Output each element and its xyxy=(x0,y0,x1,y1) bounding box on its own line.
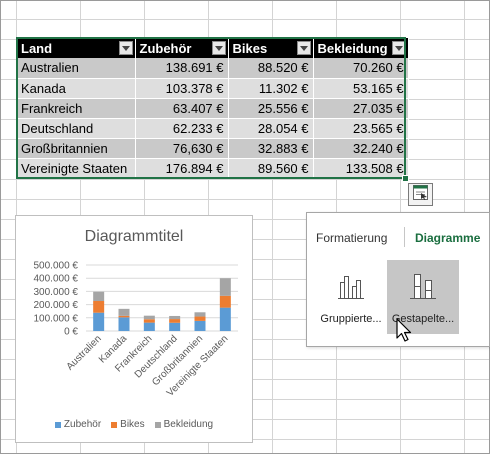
bar-segment xyxy=(93,312,105,331)
table-row: Großbritannien 76,630 € 32.883 € 32.240 … xyxy=(17,138,409,159)
legend-item: Bekleidung xyxy=(154,419,214,430)
chart-legend[interactable]: Zubehör Bikes Bekleidung xyxy=(16,419,252,430)
bar-segment xyxy=(118,315,130,318)
filter-dropdown-icon[interactable] xyxy=(211,41,226,55)
table-cell[interactable]: Vereinigte Staaten xyxy=(17,158,136,179)
option-label: Gestapelte... xyxy=(391,313,455,325)
clustered-column-option[interactable]: Gruppierte... xyxy=(315,260,387,334)
bar-segment xyxy=(194,320,206,331)
bar-segment xyxy=(169,322,181,331)
table-cell[interactable]: 11.302 € xyxy=(228,78,314,99)
table-cell[interactable]: Australien xyxy=(17,58,136,79)
table-row: Frankreich 63.407 € 25.556 € 27.035 € xyxy=(17,98,409,119)
table-cell[interactable]: Kanada xyxy=(17,78,136,99)
bar-segment xyxy=(93,291,105,302)
legend-item: Zubehör xyxy=(54,419,102,430)
y-tick-label: 400.000 € xyxy=(34,274,79,285)
table-cell[interactable]: Deutschland xyxy=(17,118,136,139)
stacked-column-chart-icon xyxy=(408,260,438,305)
bar-segment xyxy=(194,316,206,321)
filter-dropdown-icon[interactable] xyxy=(118,41,133,55)
table-row: Vereinigte Staaten 176.894 € 89.560 € 13… xyxy=(17,158,409,179)
bar-segment xyxy=(219,295,231,308)
chart-title[interactable]: Diagrammtitel xyxy=(84,228,184,245)
table-cell[interactable]: 27.035 € xyxy=(313,98,409,119)
table-cell[interactable]: 133.508 € xyxy=(313,158,409,179)
column-header-bikes[interactable]: Bikes xyxy=(228,38,314,58)
legend-swatch xyxy=(154,421,161,428)
y-tick-label: 0 € xyxy=(64,327,78,338)
bar-segment xyxy=(169,319,181,323)
fill-handle[interactable] xyxy=(402,175,409,182)
table-row: Australien 138.691 € 88.520 € 70.260 € xyxy=(17,58,409,79)
table-cell[interactable]: 76,630 € xyxy=(135,138,229,159)
legend-label: Bekleidung xyxy=(163,419,214,430)
bar-segment xyxy=(118,317,130,331)
y-tick-label: 500.000 € xyxy=(34,261,79,272)
table-row: Deutschland 62.233 € 28.054 € 23.565 € xyxy=(17,118,409,139)
table-cell[interactable]: 103.378 € xyxy=(135,78,229,99)
header-label: Zubehör xyxy=(139,40,192,56)
table-cell[interactable]: 138.691 € xyxy=(135,58,229,79)
clustered-column-chart-icon xyxy=(336,260,366,305)
stacked-column-chart[interactable]: Diagrammtitel 0 € 100.000 € 200.000 € 300.0… xyxy=(15,215,253,443)
table-cell[interactable]: 32.883 € xyxy=(228,138,314,159)
tab-divider xyxy=(404,227,405,247)
y-tick-label: 100.000 € xyxy=(34,313,79,324)
table-cell[interactable]: 32.240 € xyxy=(313,138,409,159)
column-header-land[interactable]: Land xyxy=(17,38,136,58)
column-header-zubehoer[interactable]: Zubehör xyxy=(135,38,229,58)
legend-label: Zubehör xyxy=(63,419,102,430)
bar-segment xyxy=(194,312,206,317)
header-label: Bikes xyxy=(232,40,268,56)
bar-segment xyxy=(143,322,155,331)
table-cell[interactable]: Frankreich xyxy=(17,98,136,119)
bar-segment xyxy=(169,315,181,320)
mouse-pointer-icon xyxy=(396,318,412,342)
legend-label: Bikes xyxy=(120,419,145,430)
y-tick-label: 200.000 € xyxy=(34,300,79,311)
legend-swatch xyxy=(111,421,118,428)
table-cell[interactable]: 176.894 € xyxy=(135,158,229,179)
table-cell[interactable]: 88.520 € xyxy=(228,58,314,79)
header-label: Land xyxy=(21,40,53,56)
quick-analysis-button[interactable] xyxy=(408,183,433,206)
table-cell[interactable]: 63.407 € xyxy=(135,98,229,119)
table-cell[interactable]: 25.556 € xyxy=(228,98,314,119)
y-tick-label: 300.000 € xyxy=(34,287,79,298)
bar-segment xyxy=(219,307,231,331)
tab-formatierung[interactable]: Formatierung xyxy=(316,231,388,245)
bar-segment xyxy=(93,301,105,313)
chart-plot: 0 € 100.000 € 200.000 € 300.000 € 400.000 € 5… xyxy=(34,261,238,399)
x-tick-label: Australien xyxy=(65,333,104,372)
quick-analysis-icon xyxy=(413,184,428,205)
filter-dropdown-icon[interactable] xyxy=(391,41,406,55)
table-cell[interactable]: 28.054 € xyxy=(228,118,314,139)
table-header-row: Land Zubehör Bikes Bekleidung xyxy=(17,38,409,58)
bar-segment xyxy=(219,278,231,296)
data-table: Land Zubehör Bikes Bekleidung Australien… xyxy=(17,38,409,179)
filter-dropdown-icon[interactable] xyxy=(296,41,311,55)
bar-segment xyxy=(143,315,155,320)
tab-diagramme[interactable]: Diagramme xyxy=(415,231,481,245)
table-cell[interactable]: 53.165 € xyxy=(313,78,409,99)
legend-swatch xyxy=(54,421,61,428)
table-cell[interactable]: Großbritannien xyxy=(17,138,136,159)
bar-segment xyxy=(143,319,155,323)
table-row: Kanada 103.378 € 11.302 € 53.165 € xyxy=(17,78,409,99)
option-label: Gruppierte... xyxy=(320,313,382,325)
table-cell[interactable]: 23.565 € xyxy=(313,118,409,139)
header-label: Bekleidung xyxy=(317,40,388,56)
table-cell[interactable]: 70.260 € xyxy=(313,58,409,79)
bar-segment xyxy=(118,308,130,316)
table-cell[interactable]: 89.560 € xyxy=(228,158,314,179)
column-header-bekleidung[interactable]: Bekleidung xyxy=(313,38,409,58)
legend-item: Bikes xyxy=(111,419,145,430)
table-cell[interactable]: 62.233 € xyxy=(135,118,229,139)
